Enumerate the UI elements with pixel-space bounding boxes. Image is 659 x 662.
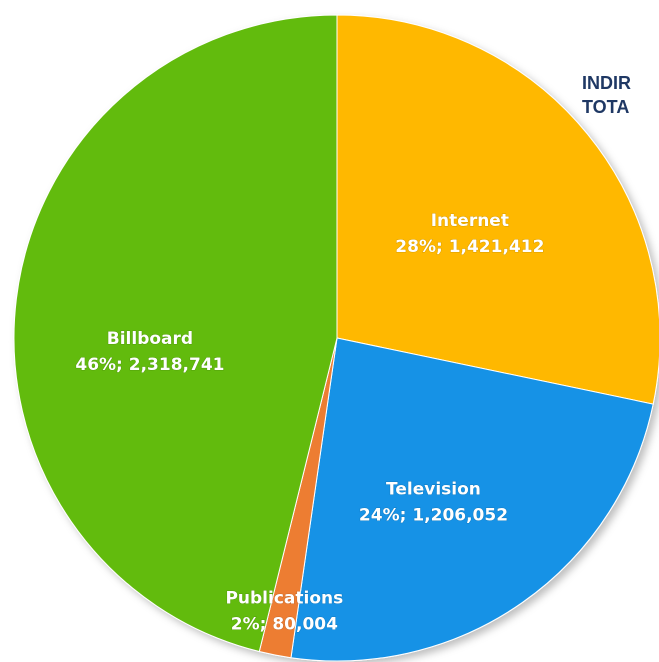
pie-label-name: Publications <box>225 588 343 608</box>
pie-slice-internet <box>336 14 659 405</box>
pie-label-billboard: Billboard 46%; 2,318,741 <box>75 329 224 375</box>
chart-title-line-1: INDIR <box>582 73 631 93</box>
chart-title: INDIR TOTA <box>582 73 631 117</box>
pie-label-value: 46%; 2,318,741 <box>75 355 224 375</box>
pie-label-name: Billboard <box>107 329 193 349</box>
pie-slice-television <box>290 337 654 662</box>
pie-slice-billboard <box>13 14 338 653</box>
pie-labels: Internet 28%; 1,421,412 Television 24%; 1,2… <box>75 211 545 635</box>
pie-slices <box>13 14 659 662</box>
pie-label-publications: Publications 2%; 80,004 <box>225 588 343 634</box>
pie-label-name: Television <box>386 480 481 500</box>
pie-label-name: Internet <box>431 211 509 231</box>
pie-label-value: 28%; 1,421,412 <box>395 237 544 257</box>
chart-title-line-2: TOTA <box>582 97 629 117</box>
pie-label-internet: Internet 28%; 1,421,412 <box>395 211 544 257</box>
pie-label-television: Television 24%; 1,206,052 <box>359 480 508 526</box>
pie-label-value: 2%; 80,004 <box>231 614 338 634</box>
pie-label-value: 24%; 1,206,052 <box>359 506 508 526</box>
